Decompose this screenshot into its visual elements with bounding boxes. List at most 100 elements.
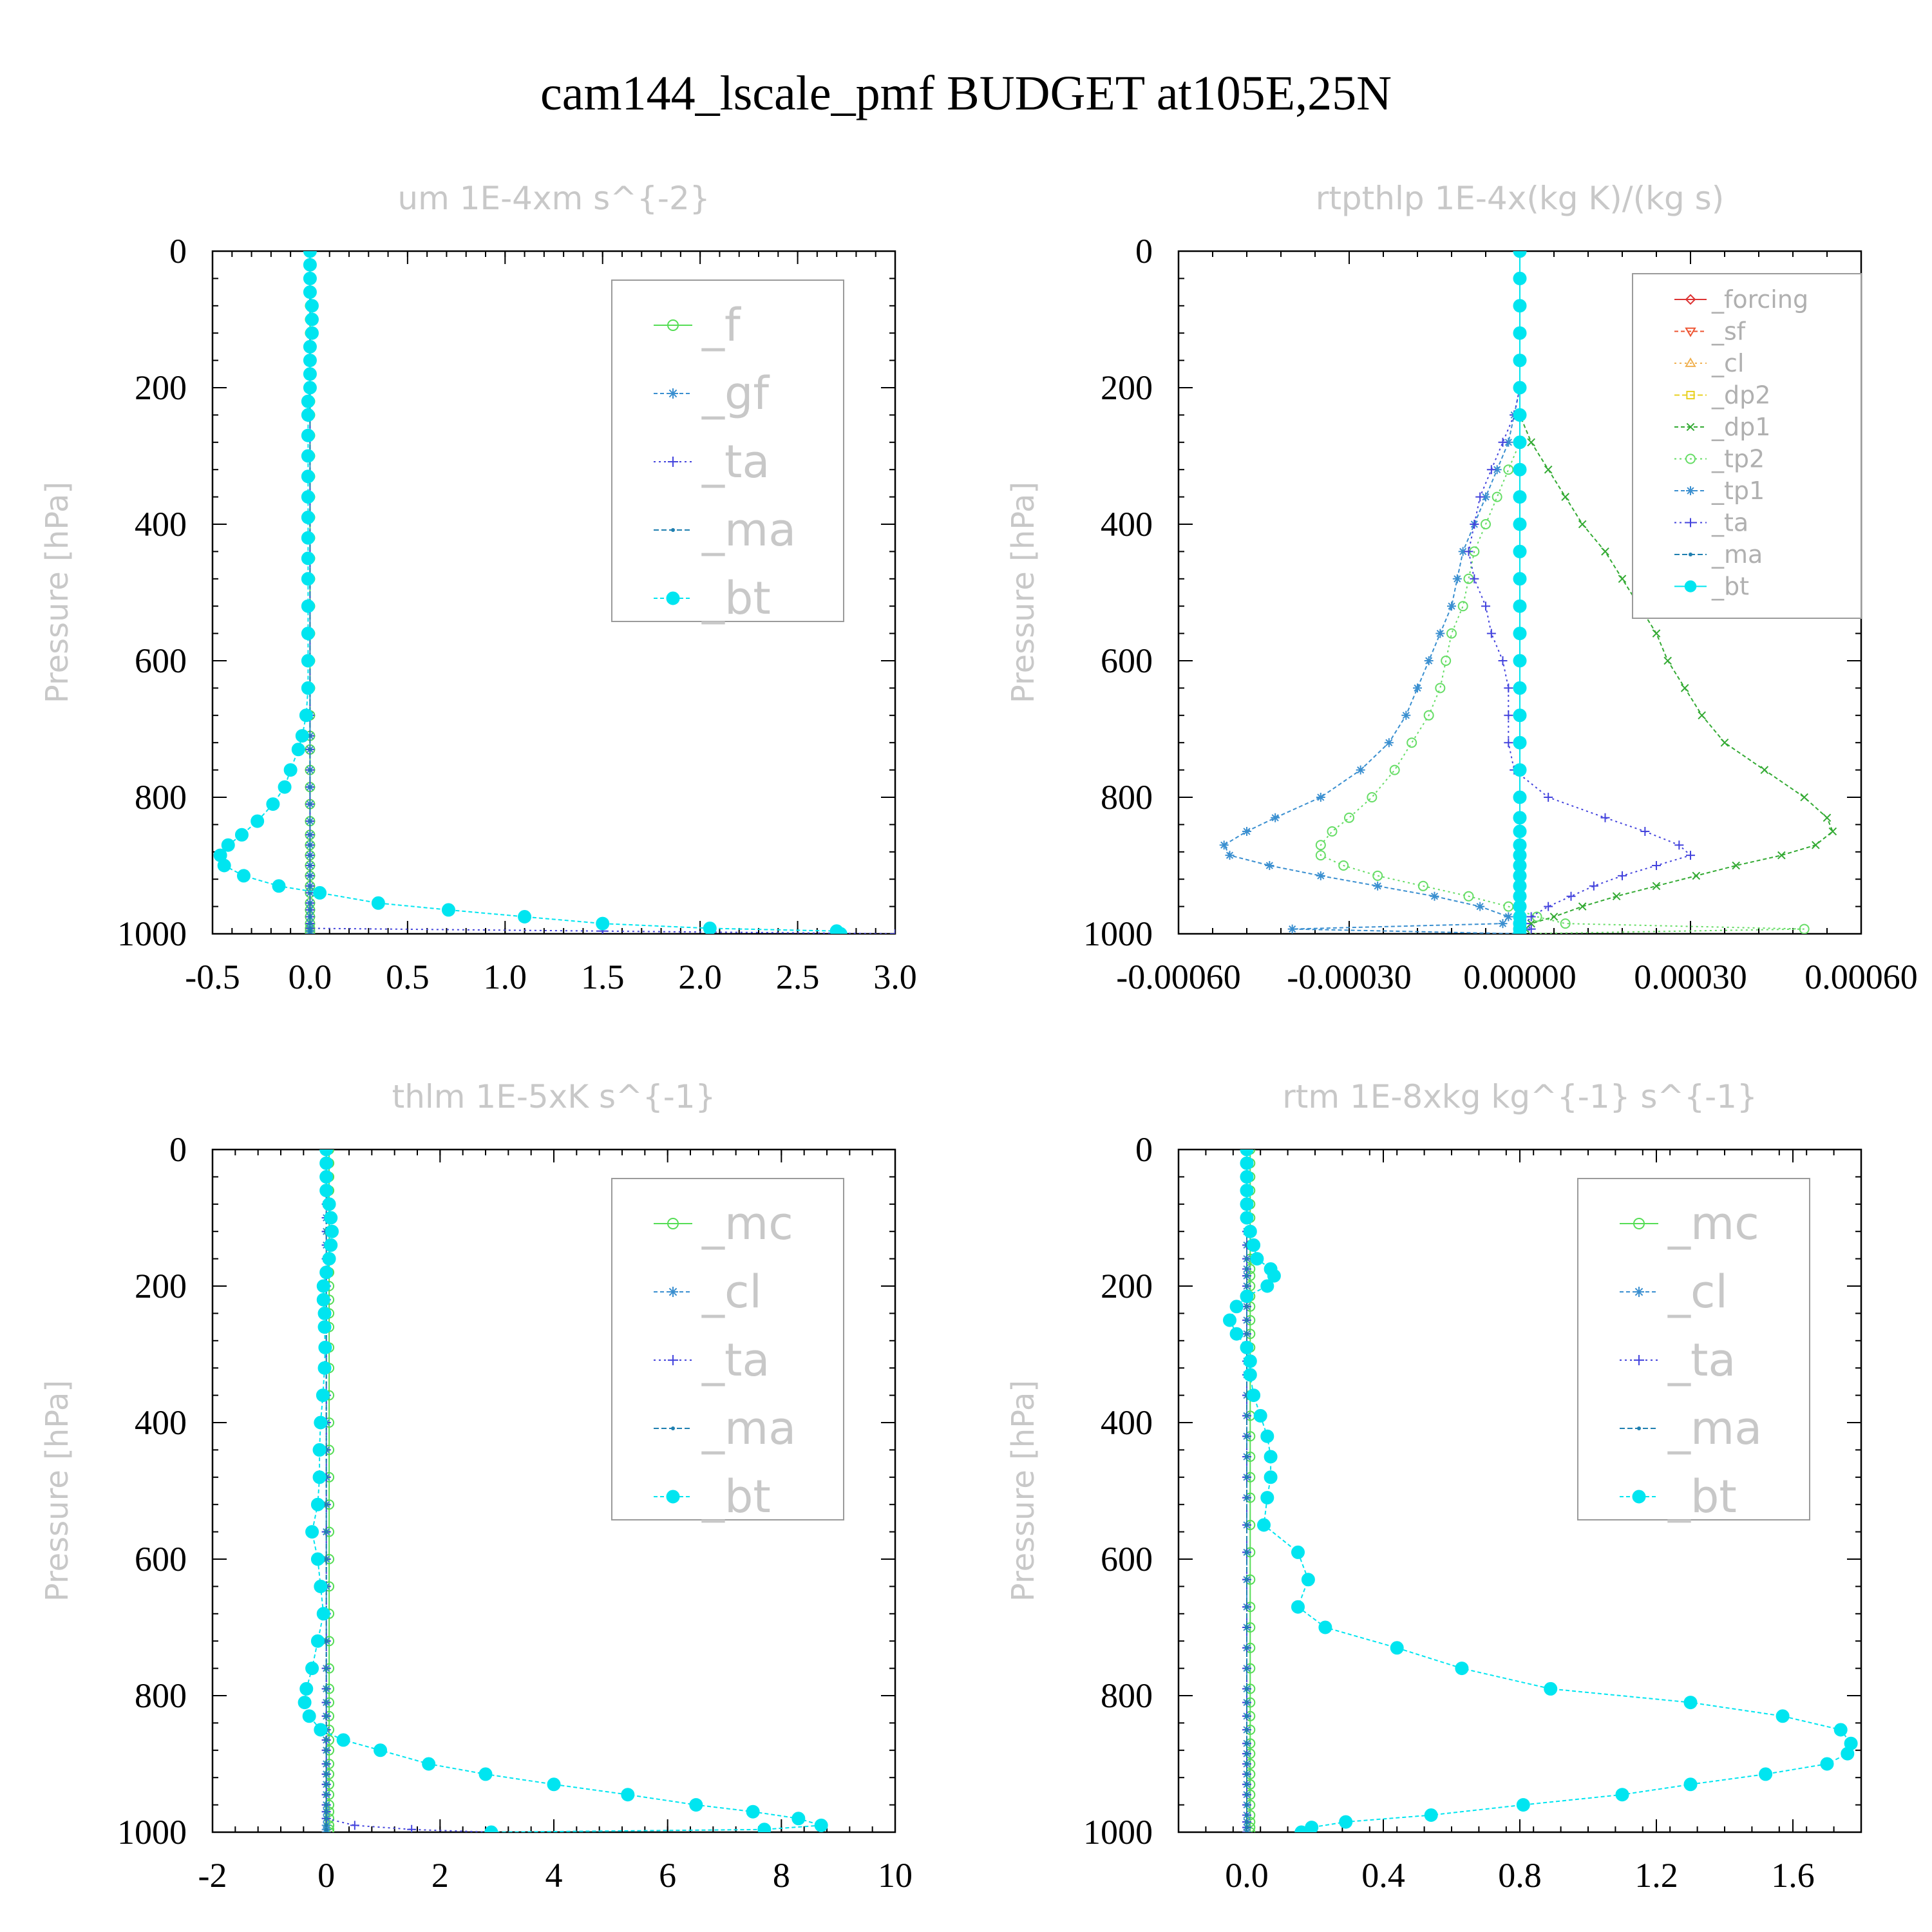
data-point — [301, 599, 315, 613]
data-point — [1250, 1252, 1264, 1266]
data-point — [1470, 574, 1479, 583]
data-point — [1291, 1545, 1305, 1559]
series-markers-bt — [1513, 251, 1527, 934]
data-point — [278, 780, 292, 794]
data-point — [1513, 824, 1527, 838]
data-point — [1315, 850, 1326, 861]
data-point — [1356, 765, 1365, 775]
panel-title: rtm 1E-8xkg kg^{-1} s^{-1} — [1282, 1078, 1757, 1115]
legend-label-ta: _ta — [701, 435, 770, 488]
data-point — [1513, 654, 1527, 668]
data-point — [308, 819, 312, 824]
legend-label-ta: _ta — [1711, 509, 1748, 537]
data-point — [1245, 1782, 1249, 1786]
data-point — [301, 469, 315, 484]
data-point — [319, 1170, 334, 1184]
data-point — [1245, 1304, 1249, 1309]
data-point — [1243, 1354, 1257, 1368]
data-point — [316, 1388, 330, 1403]
legend-label-cl: _cl — [1711, 349, 1744, 377]
y-axis-label: Pressure [hPa] — [39, 482, 75, 703]
data-point — [1291, 1600, 1305, 1614]
data-point — [1544, 465, 1553, 474]
data-point — [547, 1777, 561, 1792]
data-point — [1513, 763, 1527, 777]
data-point — [1504, 710, 1513, 720]
data-point — [1245, 1825, 1249, 1830]
legend-box — [1577, 1178, 1810, 1520]
data-point — [305, 312, 319, 327]
legend-label-ma: _ma — [1711, 540, 1763, 569]
data-point — [301, 490, 315, 504]
data-point — [1447, 601, 1456, 611]
legend-marker — [1685, 294, 1696, 305]
y-tick-label: 200 — [135, 368, 187, 407]
legend-marker — [1686, 518, 1695, 527]
data-point — [1242, 827, 1251, 836]
legend-marker — [1634, 1287, 1644, 1297]
data-point — [305, 1525, 319, 1539]
data-point — [1492, 491, 1502, 502]
data-point — [308, 853, 312, 858]
data-point — [312, 1443, 327, 1457]
data-point — [301, 654, 315, 668]
data-point — [301, 428, 315, 442]
data-point — [266, 797, 280, 811]
data-point — [319, 1156, 334, 1170]
data-point — [324, 1830, 328, 1832]
data-point — [891, 929, 895, 934]
data-point — [308, 747, 312, 752]
data-point — [1549, 913, 1558, 921]
data-point — [1229, 1300, 1244, 1314]
x-tick-label: -0.00030 — [1287, 958, 1411, 996]
data-point — [1245, 1820, 1249, 1824]
legend-label-dp2: _dp2 — [1711, 381, 1770, 410]
data-point — [303, 271, 317, 285]
data-point — [1560, 918, 1571, 929]
data-point — [1245, 1605, 1249, 1609]
data-point — [1516, 1798, 1530, 1812]
legend-label-ma: _ma — [701, 1402, 796, 1455]
x-tick-label: -2 — [198, 1856, 227, 1895]
y-tick-label: 1000 — [1083, 914, 1153, 953]
data-point — [1589, 881, 1598, 891]
data-point — [1513, 251, 1527, 258]
data-point — [336, 1733, 350, 1747]
y-tick-label: 0 — [1135, 232, 1153, 270]
data-point — [308, 926, 312, 931]
series-markers-tp1 — [1219, 251, 1524, 934]
data-point — [317, 1361, 332, 1375]
data-point — [1578, 902, 1587, 911]
data-point — [301, 394, 315, 408]
y-tick-label: 600 — [1101, 1540, 1153, 1578]
data-point — [1223, 1313, 1236, 1327]
data-point — [1452, 574, 1462, 583]
legend-label-forcing: _forcing — [1711, 285, 1808, 314]
data-point — [251, 814, 265, 828]
data-point — [1513, 790, 1527, 804]
y-tick-label: 0 — [1135, 1130, 1153, 1169]
y-axis-label: Pressure [hPa] — [39, 1380, 75, 1602]
series-markers-bt — [1223, 1150, 1858, 1832]
y-tick-label: 400 — [1101, 505, 1153, 544]
y-tick-label: 200 — [1101, 1267, 1153, 1305]
data-point — [757, 1823, 772, 1832]
x-tick-label: 10 — [878, 1856, 913, 1895]
data-point — [1245, 1414, 1249, 1418]
data-point — [1240, 1156, 1254, 1170]
legend-marker — [1686, 422, 1695, 431]
x-tick-label: 2.0 — [678, 958, 722, 996]
data-point — [1504, 437, 1513, 447]
data-point — [1663, 656, 1672, 665]
data-point — [1486, 629, 1496, 638]
x-tick-label: 1.6 — [1771, 1856, 1815, 1895]
data-point — [324, 1238, 338, 1252]
legend-box — [611, 1178, 844, 1520]
data-point — [1240, 1150, 1254, 1157]
data-point — [1732, 861, 1740, 870]
data-point — [1455, 1662, 1469, 1676]
legend-marker — [1634, 1355, 1644, 1365]
data-point — [298, 1696, 312, 1710]
series-line-tp1 — [1223, 251, 1520, 934]
data-point — [1833, 1723, 1848, 1737]
